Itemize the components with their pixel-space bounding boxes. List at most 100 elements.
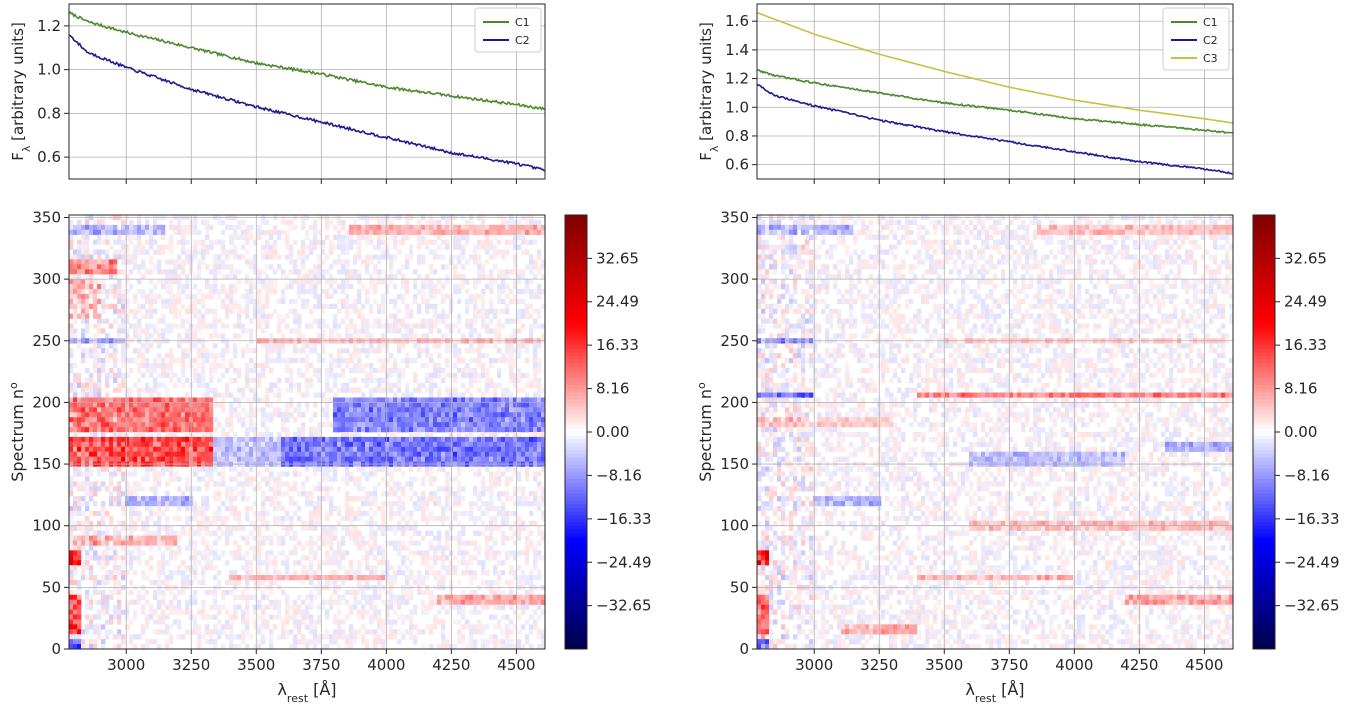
heatmap-cell [469,377,474,383]
heatmap-cell [365,372,370,379]
heatmap-cell [289,446,294,453]
heatmap-cell [401,491,406,497]
heatmap-cell [321,436,326,443]
heatmap-cell [129,520,134,526]
heatmap-cell [93,446,98,453]
heatmap-cell [489,525,494,531]
heatmap-cell [109,402,114,408]
heatmap-cell [133,501,138,507]
heatmap-cell [537,432,542,438]
heatmap-cell [313,501,318,507]
heatmap-cell [69,412,74,418]
heatmap-cell [177,535,182,541]
heatmap-cell [337,412,342,418]
heatmap-cell [533,412,538,418]
heatmap-cell [377,466,382,472]
heatmap-cell [277,318,282,324]
heatmap-cell [113,451,118,457]
heatmap-cell [429,293,434,300]
heatmap-cell [197,525,202,531]
heatmap-cell [357,387,362,393]
heatmap-cell [401,427,406,433]
heatmap-cell [201,496,206,502]
heatmap-cell [517,269,522,275]
heatmap-cell [433,476,438,482]
heatmap-cell [393,402,398,408]
heatmap-cell [213,496,218,502]
heatmap-cell [357,249,362,255]
heatmap-cell [453,412,458,418]
heatmap-cell [421,323,426,329]
heatmap-cell [457,328,462,334]
heatmap-cell [513,427,518,433]
heatmap-cell [85,254,90,260]
heatmap-cell [217,535,222,541]
heatmap-cell [333,505,338,512]
heatmap-cell [513,239,518,245]
heatmap-cell [101,510,106,517]
heatmap-cell [329,367,334,374]
legend-label: C2 [1203,34,1218,47]
heatmap-cell [509,219,514,226]
heatmap-cell [193,501,198,507]
heatmap-cell [161,427,166,433]
heatmap-cell [397,525,402,531]
heatmap-cell [433,269,438,275]
heatmap-cell [105,269,110,275]
heatmap-cell [257,436,262,443]
heatmap-cell [393,441,398,448]
heatmap-cell [353,510,358,517]
heatmap-cell [469,422,474,428]
heatmap-cell [173,397,178,403]
heatmap-cell [505,392,510,398]
heatmap-cell [445,515,450,522]
heatmap-cell [245,476,250,482]
heatmap-cell [101,432,106,438]
heatmap-cell [125,412,130,418]
heatmap-cell [157,407,162,413]
heatmap-cell [93,402,98,408]
heatmap-cell [541,397,546,403]
heatmap-cell [345,496,350,502]
heatmap-cell [529,279,534,285]
heatmap-cell [337,397,342,403]
heatmap-cell [89,456,94,462]
heatmap-cell [341,234,346,240]
heatmap-cell [149,254,154,260]
heatmap-cell [149,298,154,305]
heatmap-cell [377,254,382,260]
heatmap-cell [537,451,542,457]
heatmap-cell [517,288,522,295]
heatmap-cell [541,446,546,453]
heatmap-cell [529,382,534,388]
heatmap-cell [89,372,94,379]
heatmap-cell [497,239,502,245]
heatmap-cell [373,387,378,393]
heatmap-cell [137,279,142,285]
heatmap-cell [261,244,266,250]
heatmap-cell [261,284,266,290]
heatmap-cell [385,249,390,255]
heatmap-cell [305,254,310,260]
heatmap-cell [93,501,98,507]
heatmap-cell [265,535,270,541]
heatmap-cell [237,515,242,522]
heatmap-cell [261,407,266,413]
heatmap-cell [181,323,186,329]
heatmap-cell [337,219,342,226]
heatmap-cell [297,456,302,462]
heatmap-cell [77,471,82,477]
heatmap-cell [517,520,522,526]
heatmap-cell [245,279,250,285]
heatmap-cell [405,279,410,285]
heatmap-cell [193,249,198,255]
heatmap-cell [161,501,166,507]
heatmap-cell [245,234,250,240]
heatmap-cell [397,229,402,236]
heatmap-cell [201,525,206,531]
heatmap-cell [349,530,354,536]
heatmap-cell [209,367,214,374]
heatmap-cell [381,293,386,300]
heatmap-cell [501,510,506,517]
heatmap-cell [73,422,78,428]
